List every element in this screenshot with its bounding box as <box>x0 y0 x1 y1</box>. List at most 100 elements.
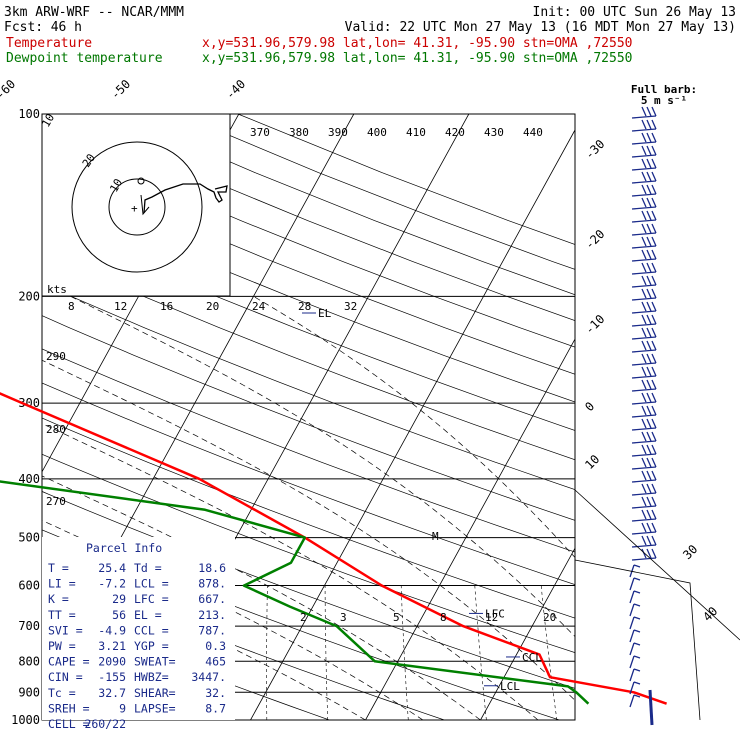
wind-barb-flag <box>641 262 647 273</box>
valid-time: Valid: 22 UTC Mon 27 May 13 (16 MDT Mon … <box>345 20 736 35</box>
forecast-label: Fcst: <box>4 20 43 35</box>
wind-barb-flag <box>641 366 647 377</box>
wind-barb <box>629 590 641 604</box>
wind-barb-flag <box>646 223 652 234</box>
wind-barb-staff <box>631 284 657 288</box>
wind-barb <box>629 681 641 695</box>
wind-barb <box>631 197 657 210</box>
theta-label: 370 <box>250 126 270 139</box>
dry-adiabat-line <box>42 382 575 585</box>
parcel-field-value: 9 <box>119 701 126 715</box>
wind-barb-flag <box>651 392 657 403</box>
wind-barb <box>631 379 657 392</box>
wind-barb-flag <box>633 668 641 672</box>
wind-barb-staff <box>631 219 657 223</box>
wind-barb-flag <box>641 470 647 481</box>
parcel-field-label: YGP = <box>134 639 169 653</box>
hodograph-speed-tick: 24 <box>252 300 266 313</box>
isotherm-line <box>250 129 575 720</box>
wind-barb-flag <box>646 483 652 494</box>
wind-barb-flag <box>651 483 657 494</box>
isotherm-label: 30 <box>680 542 700 562</box>
wind-barb-flag <box>641 535 647 546</box>
wind-barb-flag <box>646 275 652 286</box>
parcel-field-label: Td = <box>134 561 162 575</box>
dry-adiabat-line <box>42 569 445 720</box>
theta-label: 400 <box>367 126 387 139</box>
pressure-tick-label: 700 <box>18 619 40 633</box>
hodograph-units: kts <box>47 283 67 296</box>
wind-barb <box>631 288 657 301</box>
wind-barb-flag <box>651 470 657 481</box>
wind-barb <box>631 223 657 236</box>
pressure-tick-label: 200 <box>18 289 40 303</box>
wind-barb-staff <box>631 544 657 548</box>
wind-barb-flag <box>641 340 647 351</box>
wind-barb-flag <box>641 249 647 260</box>
hodograph-speed-tick: 32 <box>344 300 357 313</box>
wind-barb <box>631 275 657 288</box>
parcel-field-label: PW = <box>48 639 76 653</box>
wind-barb-staff <box>629 577 635 591</box>
wind-barb-staff <box>629 629 635 643</box>
wind-barb-flag <box>641 444 647 455</box>
wind-barb-staff <box>631 492 657 496</box>
wind-barb-flag <box>646 119 652 130</box>
wind-barb-flag <box>651 548 657 559</box>
wind-barb-flag <box>646 444 652 455</box>
parcel-field-label: Tc = <box>48 686 76 700</box>
isobars: 100 200 300 400 500 600 700 800 900 1000 <box>11 107 575 727</box>
wind-barb <box>631 184 657 197</box>
parcel-field-value: 0.3 <box>205 639 226 653</box>
dry-adiabat-label: 290 <box>46 350 66 363</box>
moist-adiabat-line <box>42 423 539 720</box>
wind-barb-staff <box>631 245 657 249</box>
wind-barb-staff <box>631 401 657 405</box>
wind-barb-staff <box>629 616 635 630</box>
wind-barb-flag <box>651 119 657 130</box>
wind-barb-flag <box>651 340 657 351</box>
wind-barb-surface <box>648 689 654 726</box>
wind-barb <box>629 655 641 669</box>
wind-barb-flag <box>641 132 647 143</box>
wind-barb-flag <box>633 577 641 581</box>
isotherm-label: 10 <box>582 452 602 472</box>
wind-barb-flag <box>641 197 647 208</box>
wind-barb-flag <box>641 275 647 286</box>
wind-barb-staff <box>631 206 657 210</box>
wind-barb-flag <box>641 184 647 195</box>
dry-adiabat-line <box>42 282 575 490</box>
wind-barb <box>631 457 657 470</box>
mixing-ratio-label: 20 <box>543 611 556 624</box>
parcel-field-label: LCL = <box>134 577 169 591</box>
wind-barb-flag <box>651 496 657 507</box>
wind-barb-flag <box>646 431 652 442</box>
mixing-ratio-label: 5 <box>393 611 400 624</box>
wind-barb-flag <box>651 184 657 195</box>
wind-barb-flag <box>651 262 657 273</box>
wind-barb-flag <box>641 158 647 169</box>
wind-barb-flag <box>641 301 647 312</box>
dry-adiabat-line <box>42 417 575 619</box>
parcel-field-value: 32.7 <box>98 686 126 700</box>
temperature-profile <box>0 392 668 705</box>
wind-barb-flag <box>646 236 652 247</box>
level-label-lfc: LFC <box>485 607 505 620</box>
wind-barb-staff <box>629 668 635 682</box>
mixing-ratio-label: 8 <box>440 611 447 624</box>
parcel-field-label: T = <box>48 561 69 575</box>
wind-barb-flag <box>646 366 652 377</box>
wind-barb-flag <box>646 405 652 416</box>
dry-adiabat-line <box>42 348 575 553</box>
wind-barb-flag <box>651 249 657 260</box>
barb-panel-edge <box>574 114 740 641</box>
wind-barb-flag <box>641 119 647 130</box>
hodograph-ring-label-10: 10 <box>107 177 125 195</box>
wind-barb-staff <box>631 453 657 457</box>
wind-barb <box>631 301 657 314</box>
wind-barb-flag <box>641 288 647 299</box>
wind-barb-staff <box>631 271 657 275</box>
pressure-tick-label: 600 <box>18 579 40 593</box>
wind-barb-flag <box>646 184 652 195</box>
parcel-info-background <box>42 537 235 720</box>
